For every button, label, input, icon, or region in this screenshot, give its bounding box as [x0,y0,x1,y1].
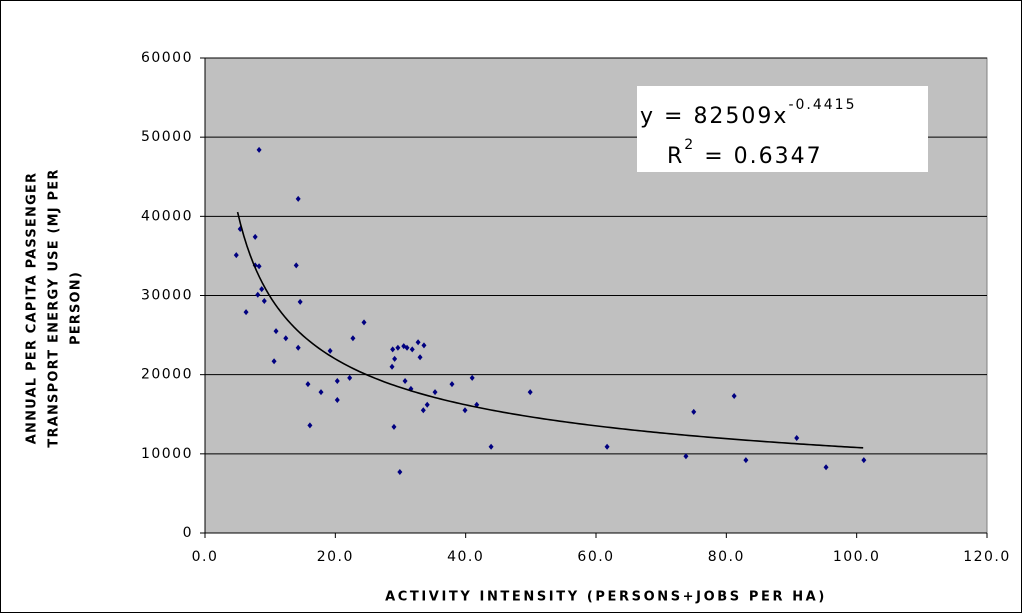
data-point [691,408,697,415]
data-point [424,401,430,408]
data-point [293,262,299,269]
data-point [604,443,610,450]
data-point [449,381,455,388]
data-point [283,335,289,342]
data-point [409,346,415,353]
data-point [327,347,333,354]
x-tick-label: 0.0 [192,549,219,565]
data-point [243,309,249,316]
data-point [252,233,258,240]
y-axis-label: PERSON) [69,271,84,345]
data-point [861,457,867,464]
r-squared-base: R [667,144,684,169]
y-tick-label: 20000 [141,367,193,383]
data-point [307,422,313,429]
data-point [261,298,267,305]
data-point [462,407,468,414]
r-squared: R2 = 0.6347 [667,137,823,169]
data-point [361,319,367,326]
data-point [488,443,494,450]
data-point [259,286,265,293]
data-point [683,453,689,460]
r-squared-value: = 0.6347 [695,144,822,169]
equation-box [637,86,928,172]
data-point [350,335,356,342]
x-axis-label: ACTIVITY INTENSITY (PERSONS+JOBS PER HA) [385,590,827,605]
equation: y = 82509x-0.4415 [640,97,857,129]
y-axis-label: ANNUAL PER CAPITA PASSENGER [25,172,40,444]
data-point [402,378,408,384]
y-tick-label: 50000 [141,129,193,145]
data-point [297,298,303,305]
data-point [347,374,353,381]
data-point [390,346,396,353]
data-point [731,393,737,400]
data-point [256,146,262,153]
trendline [236,211,864,449]
data-point [417,354,423,361]
x-tick-label: 80.0 [708,549,745,565]
x-tick-label: 40.0 [447,549,484,565]
data-point [318,389,324,396]
data-point [334,397,340,403]
y-tick-label: 10000 [141,446,193,462]
x-tick-label: 60.0 [577,549,614,565]
data-point [404,344,410,351]
y-tick-label: 0 [183,525,193,541]
data-point [415,339,421,346]
data-point [305,381,311,388]
data-point [391,423,397,430]
data-point [420,407,426,414]
data-point [389,363,395,370]
x-tick-label: 120.0 [963,549,1011,565]
data-point [273,328,279,335]
x-tick-label: 20.0 [317,549,354,565]
data-point [421,342,427,349]
y-tick-label: 40000 [141,208,193,224]
data-point [295,195,301,202]
equation-exponent: -0.4415 [788,97,856,113]
data-point [743,457,749,464]
x-tick-label: 100.0 [833,549,881,565]
y-axis-label: TRANSPORT ENERGY USE (MJ PER [47,168,62,447]
data-point [233,252,239,259]
data-point [392,355,398,362]
data-point [256,263,262,270]
equation-main: y = 82509x [640,104,788,129]
data-point [395,344,401,351]
data-point [271,358,277,365]
data-point [527,389,533,396]
y-tick-label: 60000 [141,50,193,66]
data-point [397,469,403,476]
data-point [255,291,261,298]
r-squared-exponent: 2 [684,137,695,153]
data-point [794,435,800,441]
data-point [469,374,475,381]
data-point [823,464,829,471]
data-point [432,389,438,396]
data-point [334,378,340,384]
data-point [295,344,301,351]
y-tick-label: 30000 [141,288,193,304]
